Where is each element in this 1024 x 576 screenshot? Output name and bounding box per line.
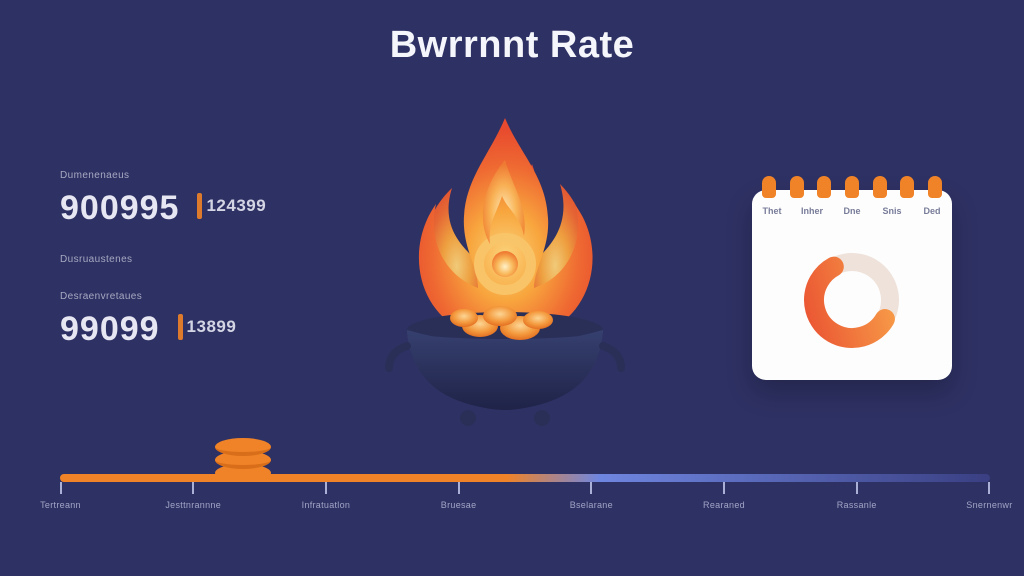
calendar-day-label: Thet [757,206,787,216]
calendar-day-label: Inher [797,206,827,216]
cauldron-handle-right [603,346,621,368]
calendar-card: Thet Inher Dne Snis Ded [752,190,952,380]
metric-label: Desraenvretaues [60,291,380,302]
timeline-tick-label: Jesttnrannne [165,500,221,510]
timeline-tick-label: Rearaned [703,500,745,510]
coin [215,438,271,456]
calendar-ring [928,176,942,198]
calendar-day-header: Thet Inher Dne Snis Ded [752,206,952,216]
calendar-day-label: Dne [837,206,867,216]
timeline-tick-label: Rassanle [837,500,877,510]
page-title: Bwrrnnt Rate [0,24,1024,67]
timeline-tick-label: Bselarane [570,500,613,510]
timeline: TertreannJesttnrannneInfratuatlonBruesae… [60,474,990,534]
timeline-tick-label: Snernenwr [966,500,1012,510]
calendar-ring [845,176,859,198]
metrics-column: Dumenenaeus 900995 124399 Dusruaustenes Desr… [60,170,380,375]
calendar-ring [900,176,914,198]
infographic-canvas: Bwrrnnt Rate Dumenenaeus 900995 124399 Dusr… [0,0,1024,576]
calendar-binding [762,176,942,198]
metric-row: 900995 124399 [60,189,380,228]
flame-illustration [370,98,640,428]
calendar-ring [790,176,804,198]
timeline-tick-label: Tertreann [40,500,81,510]
metric-secondary-value: 13899 [178,314,237,340]
timeline-bar [60,474,990,482]
calendar-gauge [797,245,907,355]
calendar-ring [873,176,887,198]
calendar-day-label: Snis [877,206,907,216]
timeline-tick-label: Infratuatlon [302,500,351,510]
timeline-tick-label: Bruesae [441,500,477,510]
metric-primary-value: 900995 [60,189,179,228]
calendar-day-label: Ded [917,206,947,216]
metric-label: Dusruaustenes [60,254,380,265]
metric-label: Dumenenaeus [60,170,380,181]
flame-core [492,251,518,277]
calendar-ring [817,176,831,198]
cauldron-foot-left [460,410,476,426]
calendar-ring [762,176,776,198]
cauldron-foot-right [534,410,550,426]
metric-row: 99099 13899 [60,310,380,349]
metric-secondary-value: 124399 [197,193,266,219]
metric-primary-value: 99099 [60,310,160,349]
cauldron-handle-left [389,346,407,368]
